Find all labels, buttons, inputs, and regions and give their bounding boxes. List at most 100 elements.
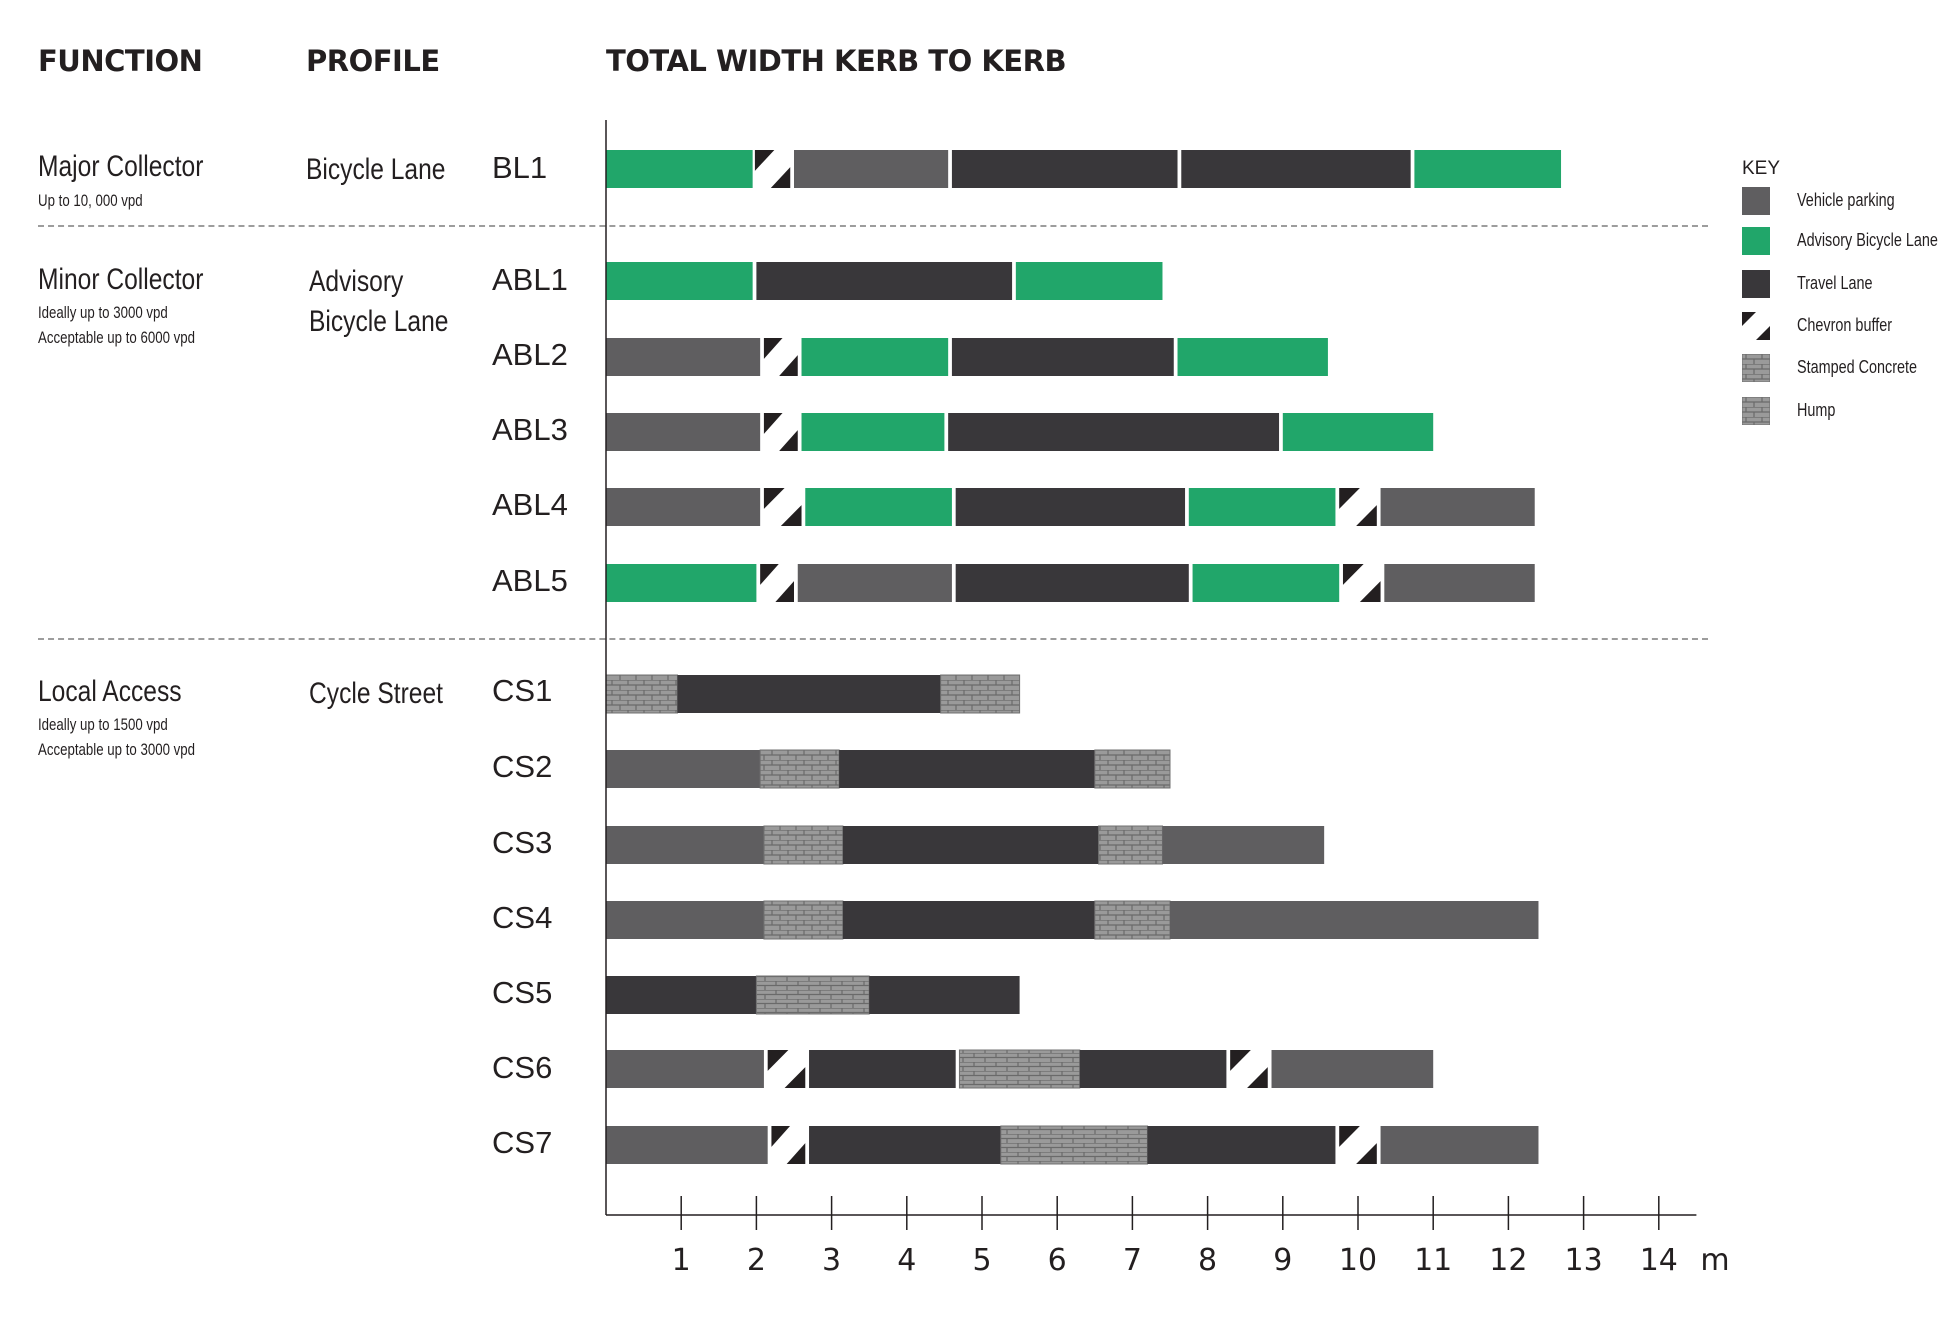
function-subtitle: Acceptable up to 6000 vpd [38,328,196,347]
chevron-buffer-segment [763,338,798,376]
travel-lane-segment [809,1050,956,1088]
bar-row-cs5 [606,975,1020,1015]
row-code: CS1 [492,673,553,708]
stamped-concrete-segment [1098,825,1163,865]
travel-lane-segment [677,675,941,713]
x-tick-label: 11 [1414,1243,1452,1278]
travel-lane-segment [842,826,1099,864]
parking-segment [794,150,949,188]
key-swatch-stamped [1741,353,1771,383]
x-tick-label: 14 [1640,1243,1678,1278]
bar-row-cs7 [606,1125,1539,1165]
bicycle-lane-segment [606,564,757,602]
function-title: Minor Collector [38,263,204,296]
bicycle-lane-segment [1177,338,1328,376]
total-width-header: TOTAL WIDTH KERB TO KERB [606,44,1067,78]
parking-segment [606,901,764,939]
parking-segment [606,1050,764,1088]
bicycle-lane-segment [1282,413,1434,451]
travel-lane-segment [948,413,1280,451]
x-tick-label: 12 [1489,1243,1527,1278]
chevron-triangle [771,1126,791,1147]
chevron-triangle [786,1143,806,1164]
chevron-buffer-segment [763,488,802,526]
travel-lane-segment [809,1126,1001,1164]
chevron-triangle [763,413,783,434]
x-tick-label: 10 [1339,1243,1377,1278]
x-tick-label: 6 [1048,1243,1067,1278]
travel-lane-segment [1181,150,1411,188]
chevron-triangle [784,1067,806,1088]
parking-segment [1380,1126,1539,1164]
stamped-concrete-segment [763,825,844,865]
x-tick-label: 2 [747,1243,766,1278]
bicycle-lane-segment [801,413,945,451]
chevron-triangle [763,338,783,359]
chevron-buffer-segment [754,150,791,188]
travel-lane-segment [955,488,1186,526]
chevron-triangle [763,488,785,509]
chevron-buffer-segment [1339,488,1377,526]
bicycle-lane-segment [606,262,753,300]
travel-lane-segment [839,750,1095,788]
bicycle-lane-segment [805,488,952,526]
chevron-triangle [760,564,779,585]
parking-segment [606,826,764,864]
hump-segment [1000,1125,1148,1165]
bar-row-cs6 [606,1049,1434,1089]
bar-row-cs3 [606,825,1325,865]
function-title: Local Access [38,675,182,708]
x-tick-label: 7 [1123,1243,1142,1278]
chevron-triangle [1247,1067,1268,1088]
key-label: Chevron buffer [1797,315,1892,335]
bar-row-cs2 [606,749,1171,789]
parking-segment [606,750,761,788]
chevron-triangle [779,355,798,376]
bicycle-lane-segment [1192,564,1340,602]
chevron-triangle [1342,564,1364,585]
key-label: Vehicle parking [1797,190,1895,210]
chevron-buffer-segment [1342,564,1381,602]
x-tick-label: 1 [672,1243,691,1278]
bar-row-cs4 [606,900,1539,940]
row-code: ABL1 [492,262,568,297]
key-label: Hump [1797,400,1836,420]
chevron-buffer-segment [1339,1126,1377,1164]
function-subtitle: Acceptable up to 3000 vpd [38,740,196,759]
key-swatch-chevron [1742,312,1770,340]
x-tick-label: 4 [897,1243,916,1278]
bicycle-lane-segment [1015,262,1163,300]
x-tick-label: 5 [972,1243,991,1278]
bar-row-abl2 [606,338,1328,376]
row-code: ABL4 [492,487,568,522]
stamped-concrete-segment [759,749,840,789]
travel-lane-segment [842,901,1095,939]
hump-segment [958,1049,1081,1089]
chevron-triangle [1339,1126,1360,1147]
chevron-buffer-segment [760,564,794,602]
row-code: CS5 [492,975,553,1010]
row-code: CS6 [492,1050,553,1085]
travel-lane-segment [1079,1050,1227,1088]
key-swatch-parking [1742,187,1770,215]
row-code: CS7 [492,1125,553,1160]
stamped-concrete-segment [940,674,1021,714]
chevron-triangle [767,1050,789,1071]
stamped-concrete-segment [1094,900,1171,940]
bicycle-lane-segment [606,150,753,188]
width-chart: 1 2 3 4 5 6 7 8 9 10 11 12 13 14 m [605,120,1730,1278]
chevron-buffer-segment [763,413,798,451]
row-code: CS4 [492,900,553,935]
x-axis: 1 2 3 4 5 6 7 8 9 10 11 12 13 14 m [605,120,1730,1278]
travel-lane-segment [1147,1126,1336,1164]
parking-segment [606,338,761,376]
x-tick-label: 3 [822,1243,841,1278]
profile-label: Cycle Street [309,677,443,710]
parking-segment [1380,488,1535,526]
parking-segment [1170,901,1539,939]
bar-row-cs1 [605,674,1021,714]
row-code: CS2 [492,749,553,784]
chevron-triangle [1339,488,1360,509]
parking-segment [1384,564,1535,602]
parking-segment [606,488,761,526]
